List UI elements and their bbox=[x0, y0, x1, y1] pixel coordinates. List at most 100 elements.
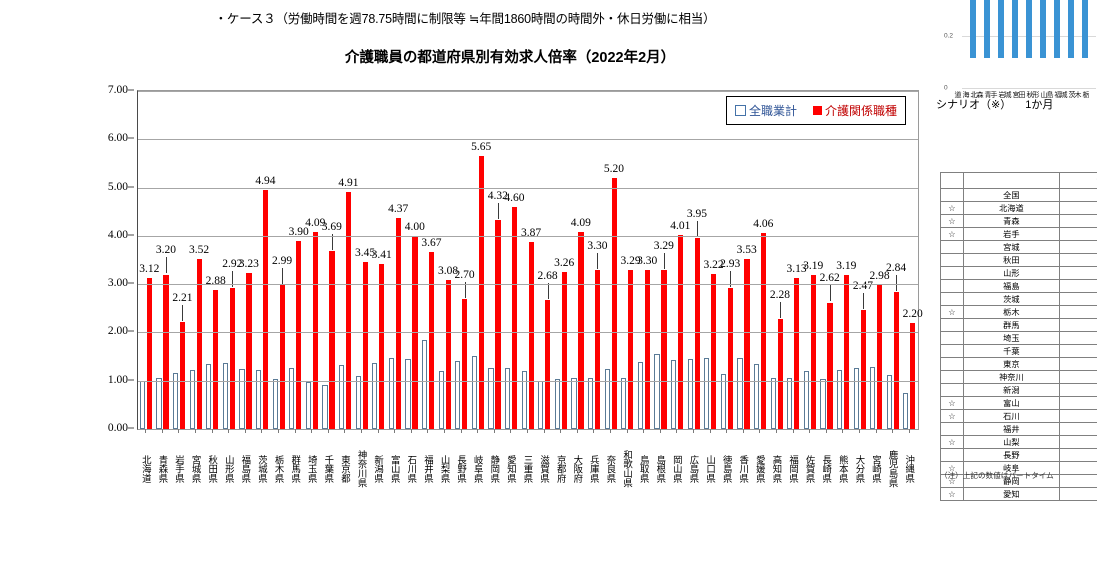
bar-all-jobs[interactable] bbox=[820, 378, 826, 429]
bar-all-jobs[interactable] bbox=[305, 381, 312, 429]
bar-all-jobs[interactable] bbox=[670, 359, 677, 429]
table-row[interactable]: 福井 bbox=[940, 422, 1097, 436]
mini-bar[interactable] bbox=[984, 0, 990, 58]
table-row[interactable]: 群馬 bbox=[940, 318, 1097, 332]
bar-care-jobs[interactable] bbox=[329, 250, 335, 429]
bar-all-jobs[interactable] bbox=[836, 369, 843, 429]
bar-all-jobs[interactable] bbox=[189, 370, 195, 429]
bar-all-jobs[interactable] bbox=[687, 359, 693, 429]
mini-bar[interactable] bbox=[998, 0, 1004, 58]
table-row[interactable]: ☆ 富山 bbox=[940, 396, 1097, 410]
bar-care-jobs[interactable] bbox=[312, 231, 319, 429]
bar-all-jobs[interactable] bbox=[654, 354, 660, 429]
bar-all-jobs[interactable] bbox=[587, 378, 594, 429]
table-row[interactable]: ☆ 静岡 bbox=[940, 474, 1097, 488]
bar-all-jobs[interactable] bbox=[222, 363, 229, 429]
bar-all-jobs[interactable] bbox=[405, 359, 411, 429]
bar-all-jobs[interactable] bbox=[621, 378, 627, 429]
bar-all-jobs[interactable] bbox=[753, 364, 760, 429]
bar-care-jobs[interactable] bbox=[528, 242, 534, 429]
bar-all-jobs[interactable] bbox=[289, 368, 295, 429]
bar-care-jobs[interactable] bbox=[711, 273, 717, 429]
table-row[interactable]: 新潟 bbox=[940, 383, 1097, 397]
table-row[interactable]: 福島 bbox=[940, 279, 1097, 293]
bar-care-jobs[interactable] bbox=[246, 273, 252, 429]
bar-care-jobs[interactable] bbox=[196, 259, 202, 429]
bar-care-jobs[interactable] bbox=[429, 251, 435, 429]
bar-care-jobs[interactable] bbox=[346, 191, 352, 429]
bar-care-jobs[interactable] bbox=[296, 240, 302, 429]
mini-bar[interactable] bbox=[1012, 0, 1018, 58]
bar-all-jobs[interactable] bbox=[787, 378, 793, 429]
bar-care-jobs[interactable] bbox=[462, 298, 468, 429]
bar-care-jobs[interactable] bbox=[910, 322, 916, 429]
bar-care-jobs[interactable] bbox=[395, 218, 402, 429]
bar-all-jobs[interactable] bbox=[206, 363, 212, 429]
bar-care-jobs[interactable] bbox=[760, 232, 767, 429]
table-row[interactable]: 東京 bbox=[940, 357, 1097, 371]
table-row[interactable]: 埼玉 bbox=[940, 331, 1097, 345]
bar-care-jobs[interactable] bbox=[594, 269, 601, 429]
bar-care-jobs[interactable] bbox=[677, 235, 684, 429]
bar-care-jobs[interactable] bbox=[893, 291, 899, 429]
bar-care-jobs[interactable] bbox=[843, 274, 850, 429]
bar-all-jobs[interactable] bbox=[422, 339, 428, 429]
bar-all-jobs[interactable] bbox=[139, 380, 146, 429]
bar-care-jobs[interactable] bbox=[694, 238, 700, 429]
table-row[interactable]: 山形 bbox=[940, 266, 1097, 280]
bar-all-jobs[interactable] bbox=[339, 364, 345, 429]
bar-care-jobs[interactable] bbox=[860, 309, 866, 429]
bar-care-jobs[interactable] bbox=[445, 280, 451, 429]
bar-care-jobs[interactable] bbox=[213, 289, 219, 429]
bar-all-jobs[interactable] bbox=[554, 379, 560, 429]
bar-care-jobs[interactable] bbox=[279, 284, 285, 429]
mini-bar[interactable] bbox=[1054, 0, 1060, 58]
mini-bar[interactable] bbox=[970, 0, 976, 58]
bar-all-jobs[interactable] bbox=[720, 374, 726, 429]
bar-all-jobs[interactable] bbox=[571, 377, 577, 429]
bar-all-jobs[interactable] bbox=[604, 368, 610, 429]
bar-all-jobs[interactable] bbox=[322, 384, 328, 429]
bar-all-jobs[interactable] bbox=[521, 371, 527, 429]
bar-care-jobs[interactable] bbox=[545, 299, 551, 429]
bar-all-jobs[interactable] bbox=[372, 363, 378, 429]
bar-all-jobs[interactable] bbox=[173, 373, 179, 429]
table-row[interactable]: 長野 bbox=[940, 448, 1097, 462]
legend-item-all-jobs[interactable]: 全職業計 bbox=[734, 102, 797, 119]
mini-bar[interactable] bbox=[1026, 0, 1032, 58]
bar-care-jobs[interactable] bbox=[478, 156, 484, 429]
bar-all-jobs[interactable] bbox=[704, 357, 710, 429]
bar-all-jobs[interactable] bbox=[770, 378, 776, 429]
bar-all-jobs[interactable] bbox=[637, 362, 643, 429]
bar-all-jobs[interactable] bbox=[272, 378, 278, 429]
bar-care-jobs[interactable] bbox=[379, 264, 385, 429]
mini-bar[interactable] bbox=[1082, 0, 1088, 58]
mini-bar[interactable] bbox=[1040, 0, 1046, 58]
bar-care-jobs[interactable] bbox=[777, 318, 783, 429]
table-row[interactable]: ☆ 青森 bbox=[940, 214, 1097, 228]
table-row[interactable]: ☆ 石川 bbox=[940, 409, 1097, 423]
table-row[interactable]: 茨城 bbox=[940, 292, 1097, 306]
bar-care-jobs[interactable] bbox=[611, 177, 617, 429]
bar-care-jobs[interactable] bbox=[661, 270, 667, 429]
table-row[interactable]: ☆ 北海道 bbox=[940, 201, 1097, 215]
bar-all-jobs[interactable] bbox=[538, 381, 544, 429]
bar-care-jobs[interactable] bbox=[146, 278, 153, 429]
bar-all-jobs[interactable] bbox=[886, 374, 892, 429]
bar-all-jobs[interactable] bbox=[853, 368, 859, 429]
bar-all-jobs[interactable] bbox=[870, 366, 876, 429]
table-row[interactable]: 神奈川 bbox=[940, 370, 1097, 384]
bar-care-jobs[interactable] bbox=[263, 190, 269, 429]
bar-care-jobs[interactable] bbox=[180, 322, 186, 429]
bar-care-jobs[interactable] bbox=[810, 274, 816, 429]
table-row[interactable]: ☆ 山梨 bbox=[940, 435, 1097, 449]
bar-care-jobs[interactable] bbox=[561, 271, 567, 429]
bar-all-jobs[interactable] bbox=[256, 369, 262, 429]
bar-care-jobs[interactable] bbox=[794, 277, 800, 429]
table-row[interactable]: ☆ 栃木 bbox=[940, 305, 1097, 319]
mini-bar[interactable] bbox=[1068, 0, 1074, 58]
bar-all-jobs[interactable] bbox=[438, 370, 444, 429]
bar-care-jobs[interactable] bbox=[644, 269, 650, 429]
bar-care-jobs[interactable] bbox=[727, 287, 733, 429]
bar-care-jobs[interactable] bbox=[827, 302, 833, 429]
